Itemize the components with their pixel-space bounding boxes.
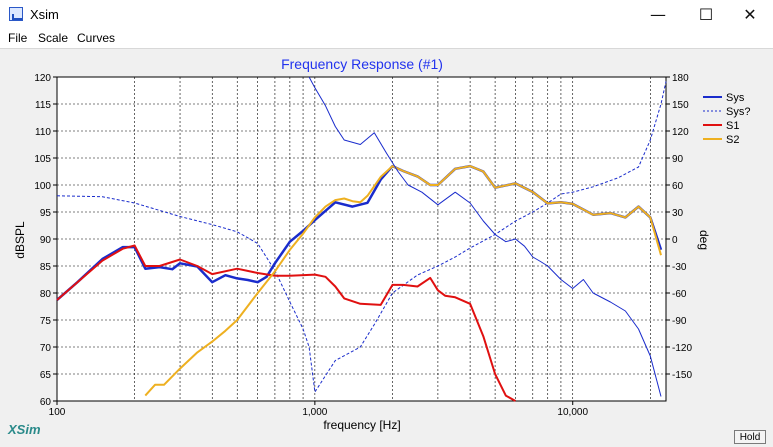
y-tick-label: 75 bbox=[40, 316, 52, 327]
legend-label-sys: Sys? bbox=[726, 106, 750, 118]
window-title: Xsim bbox=[30, 7, 59, 22]
y2-tick-label: -120 bbox=[672, 343, 692, 354]
y-tick-label: 80 bbox=[40, 289, 52, 300]
y2-tick-label: -60 bbox=[672, 289, 687, 300]
x-tick-label: 1,000 bbox=[302, 407, 327, 418]
app-icon bbox=[9, 7, 23, 21]
x-tick-label: 100 bbox=[49, 407, 66, 418]
legend: Sys Sys? S1 S2 bbox=[703, 92, 750, 146]
y-tick-label: 115 bbox=[35, 100, 51, 111]
close-button[interactable]: ✕ bbox=[743, 5, 757, 24]
series-s1-line bbox=[56, 244, 516, 402]
x-tick-label: 10,000 bbox=[557, 407, 588, 418]
y2-axis-label: deg bbox=[697, 230, 711, 250]
y2-tick-label: 30 bbox=[672, 208, 684, 219]
y2-tick-label: -150 bbox=[672, 370, 692, 381]
menu-curves[interactable]: Curves bbox=[77, 31, 116, 45]
series-s2-line bbox=[144, 165, 662, 397]
y-tick-label: 60 bbox=[40, 397, 52, 408]
x-axis-label: frequency [Hz] bbox=[323, 418, 400, 432]
y-axis-label: dBSPL bbox=[13, 221, 27, 259]
y2-tick-label: 0 bbox=[672, 235, 678, 246]
menu-scale[interactable]: Scale bbox=[38, 31, 69, 45]
maximize-button[interactable]: ☐ bbox=[698, 5, 714, 24]
y2-tick-label: 180 bbox=[672, 73, 689, 84]
chart-title: Frequency Response (#1) bbox=[281, 56, 443, 72]
legend-label-s1: S1 bbox=[726, 120, 739, 132]
y2-tick-label: 60 bbox=[672, 181, 684, 192]
y-tick-label: 110 bbox=[35, 127, 51, 138]
y-tick-label: 85 bbox=[40, 262, 52, 273]
legend-label-s2: S2 bbox=[726, 134, 739, 146]
y2-tick-label: 150 bbox=[672, 100, 689, 111]
hold-button[interactable]: Hold bbox=[734, 430, 766, 444]
curves bbox=[56, 76, 667, 402]
y2-tick-label: -90 bbox=[672, 316, 687, 327]
y2-tick-label: -30 bbox=[672, 262, 687, 273]
y-tick-label: 65 bbox=[40, 370, 52, 381]
minimize-button[interactable]: — bbox=[650, 5, 666, 24]
y-tick-label: 70 bbox=[40, 343, 52, 354]
menu-bar: File Scale Curves bbox=[0, 30, 773, 48]
series-phase-line bbox=[308, 76, 662, 397]
y-tick-label: 100 bbox=[34, 181, 51, 192]
legend-label-sys: Sys bbox=[726, 92, 745, 104]
menu-file[interactable]: File bbox=[8, 31, 28, 45]
y-tick-label: 90 bbox=[40, 235, 52, 246]
xsim-brand: XSim bbox=[7, 422, 41, 437]
y-tick-label: 95 bbox=[40, 208, 52, 219]
y2-tick-label: 120 bbox=[672, 127, 689, 138]
axes: 60 65 70 75 80 85 90 95 100 105 110 115 120 -150 -120 -… bbox=[34, 73, 692, 418]
title-bar: Xsim — ☐ ✕ bbox=[0, 0, 773, 30]
y-tick-label: 120 bbox=[34, 73, 51, 84]
y2-tick-label: 90 bbox=[672, 154, 684, 165]
y-tick-label: 105 bbox=[34, 154, 51, 165]
